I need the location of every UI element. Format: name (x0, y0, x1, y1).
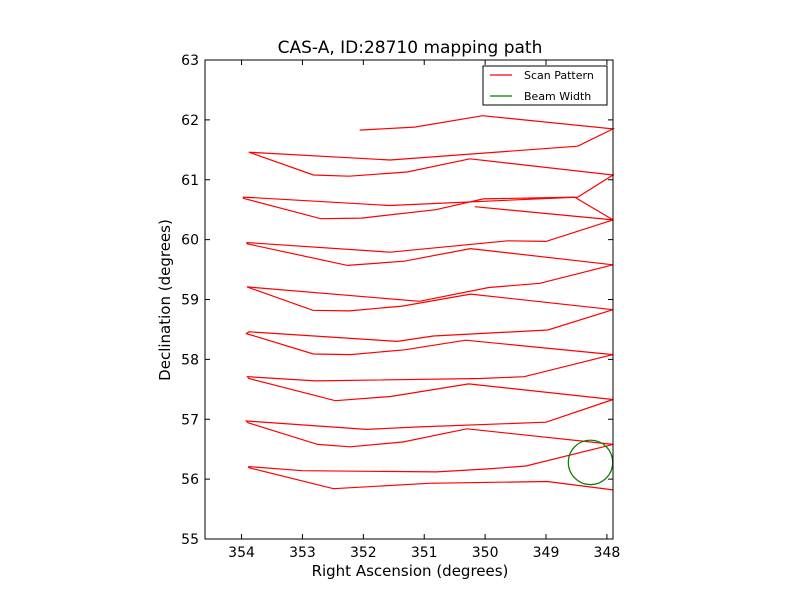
x-tick-label: 349 (533, 545, 560, 561)
y-tick-label: 56 (181, 472, 199, 488)
y-tick-label: 62 (181, 113, 199, 129)
x-tick-label: 354 (228, 545, 255, 561)
y-axis-label: Declination (degrees) (156, 219, 174, 381)
x-tick-label: 353 (289, 545, 316, 561)
y-tick-label: 59 (181, 293, 199, 309)
x-tick-label: 348 (594, 545, 621, 561)
y-tick-label: 55 (181, 532, 199, 548)
y-tick-label: 61 (181, 173, 199, 189)
x-axis-label: Right Ascension (degrees) (312, 562, 509, 580)
legend-label-beam-width: Beam Width (524, 90, 591, 103)
y-tick-label: 63 (181, 53, 199, 69)
y-tick-label: 58 (181, 352, 199, 368)
y-tick-label: 57 (181, 412, 199, 428)
x-tick-label: 351 (411, 545, 438, 561)
legend-label-scan-pattern: Scan Pattern (524, 69, 594, 82)
scan-pattern-line (242, 115, 616, 491)
legend: Scan Pattern Beam Width (482, 65, 608, 106)
ticks-layer: 354 353 352 351 350 349 348 55 56 57 58 59 60 61 62 63 (181, 53, 620, 561)
x-tick-label: 352 (350, 545, 377, 561)
x-tick-label: 350 (472, 545, 499, 561)
chart-title: CAS-A, ID:28710 mapping path (278, 38, 543, 58)
plot-area: 354 353 352 351 350 349 348 55 56 57 58 59 60 61 62 63 (181, 53, 620, 561)
legend-box (482, 65, 608, 106)
plot-background (205, 60, 613, 539)
y-tick-label: 60 (181, 233, 199, 249)
